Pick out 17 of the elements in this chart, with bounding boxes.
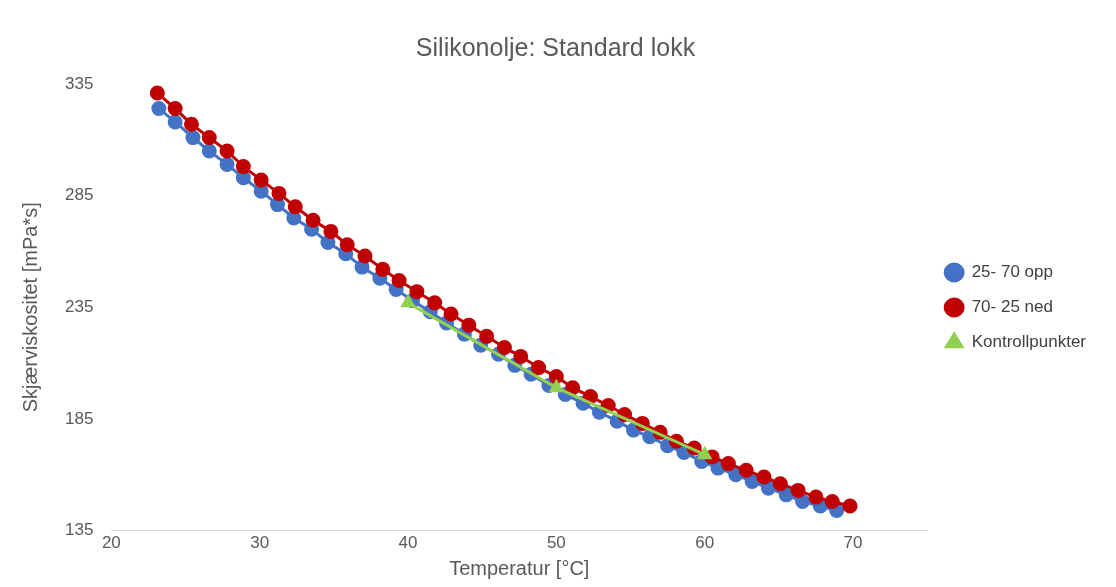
y-axis-title: Skjærviskositet [mPa*s] xyxy=(18,202,41,413)
legend-label: Kontrollpunkter xyxy=(971,332,1087,352)
x-tick-label: 70 xyxy=(843,533,863,553)
legend-label: 25- 70 opp xyxy=(971,262,1053,282)
x-tick-label: 20 xyxy=(101,533,121,553)
y-tick-label: 185 xyxy=(64,408,94,428)
y-tick-label: 335 xyxy=(64,73,94,93)
x-tick-label: 60 xyxy=(695,533,715,553)
legend-label: 70- 25 ned xyxy=(971,297,1053,317)
x-tick-label: 40 xyxy=(398,533,418,553)
x-tick-label: 30 xyxy=(250,533,270,553)
x-tick-label: 50 xyxy=(546,533,566,553)
x-axis-title: Temperatur [°C] xyxy=(449,556,590,579)
y-tick-label: 285 xyxy=(64,185,94,205)
chart-title: Silikonolje: Standard lokk xyxy=(415,32,696,61)
y-tick-label: 235 xyxy=(64,296,94,316)
y-tick-label: 135 xyxy=(64,520,94,540)
